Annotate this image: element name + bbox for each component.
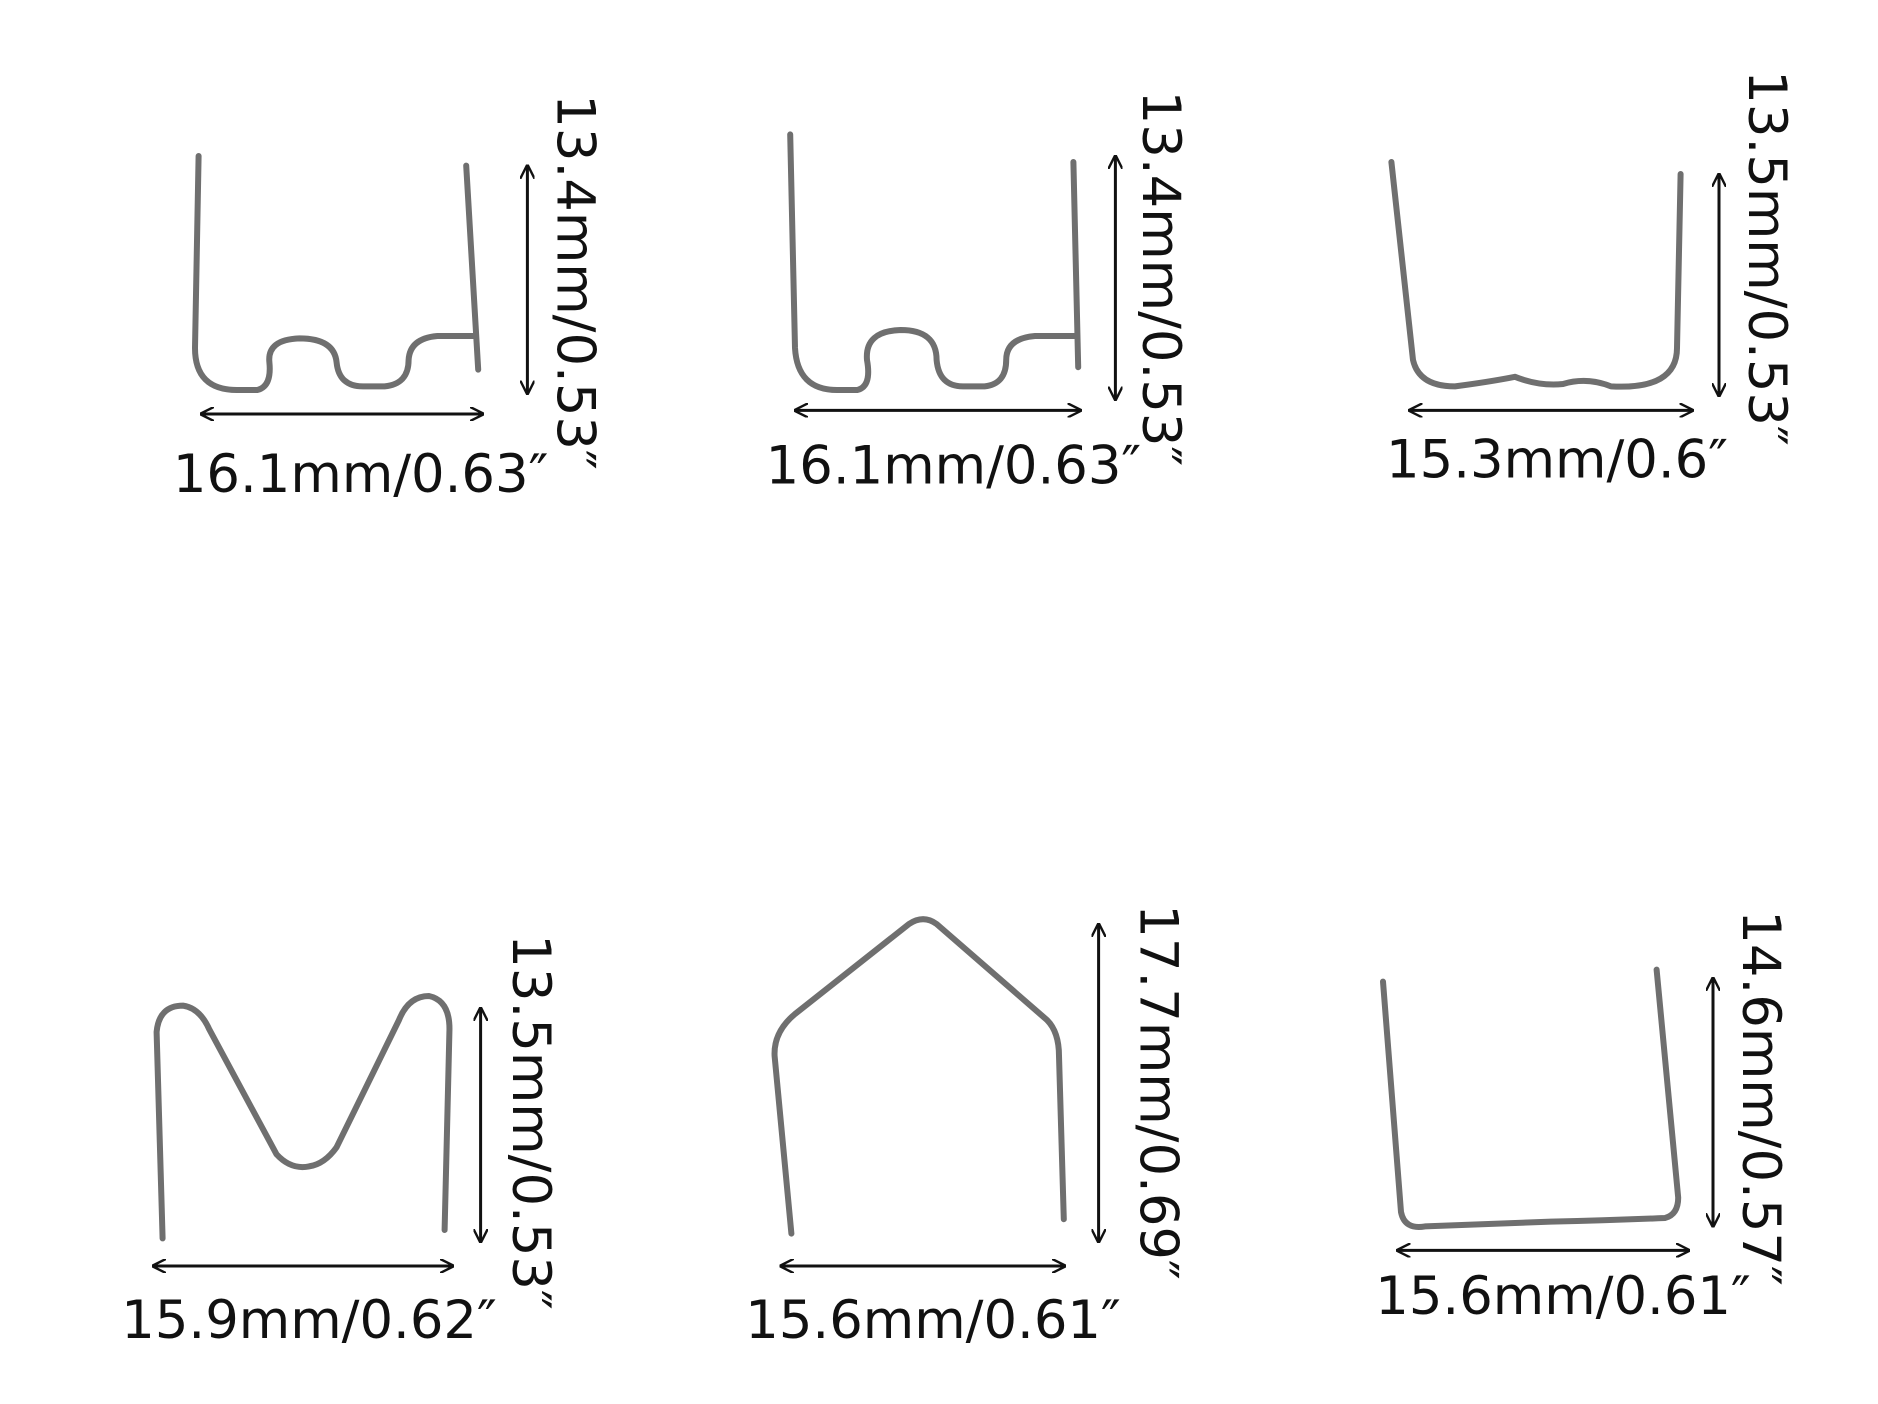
width-label: 16.1mm/0.63″ <box>173 444 548 505</box>
height-label: 13.5mm/0.53″ <box>1736 70 1797 445</box>
width-label: 16.1mm/0.63″ <box>766 436 1141 497</box>
height-label: 17.7mm/0.69″ <box>1128 904 1189 1279</box>
background <box>3 0 1875 1404</box>
wire-clip <box>153 993 453 1242</box>
width-label: 15.3mm/0.6″ <box>1386 430 1728 491</box>
width-label: 15.6mm/0.61″ <box>745 1290 1120 1351</box>
width-label: 15.6mm/0.61″ <box>1375 1266 1750 1327</box>
wire-clip <box>1380 966 1682 1230</box>
height-label: 13.5mm/0.53″ <box>500 934 561 1309</box>
wire-clip <box>1388 159 1684 390</box>
wire-clip <box>787 131 1082 393</box>
wire-clip <box>771 916 1067 1237</box>
width-label: 15.9mm/0.62″ <box>121 1290 496 1351</box>
height-label: 14.6mm/0.57″ <box>1730 910 1791 1285</box>
height-label: 13.4mm/0.53″ <box>544 94 605 469</box>
wire-clip <box>192 153 482 393</box>
height-label: 13.4mm/0.53″ <box>1130 91 1191 466</box>
